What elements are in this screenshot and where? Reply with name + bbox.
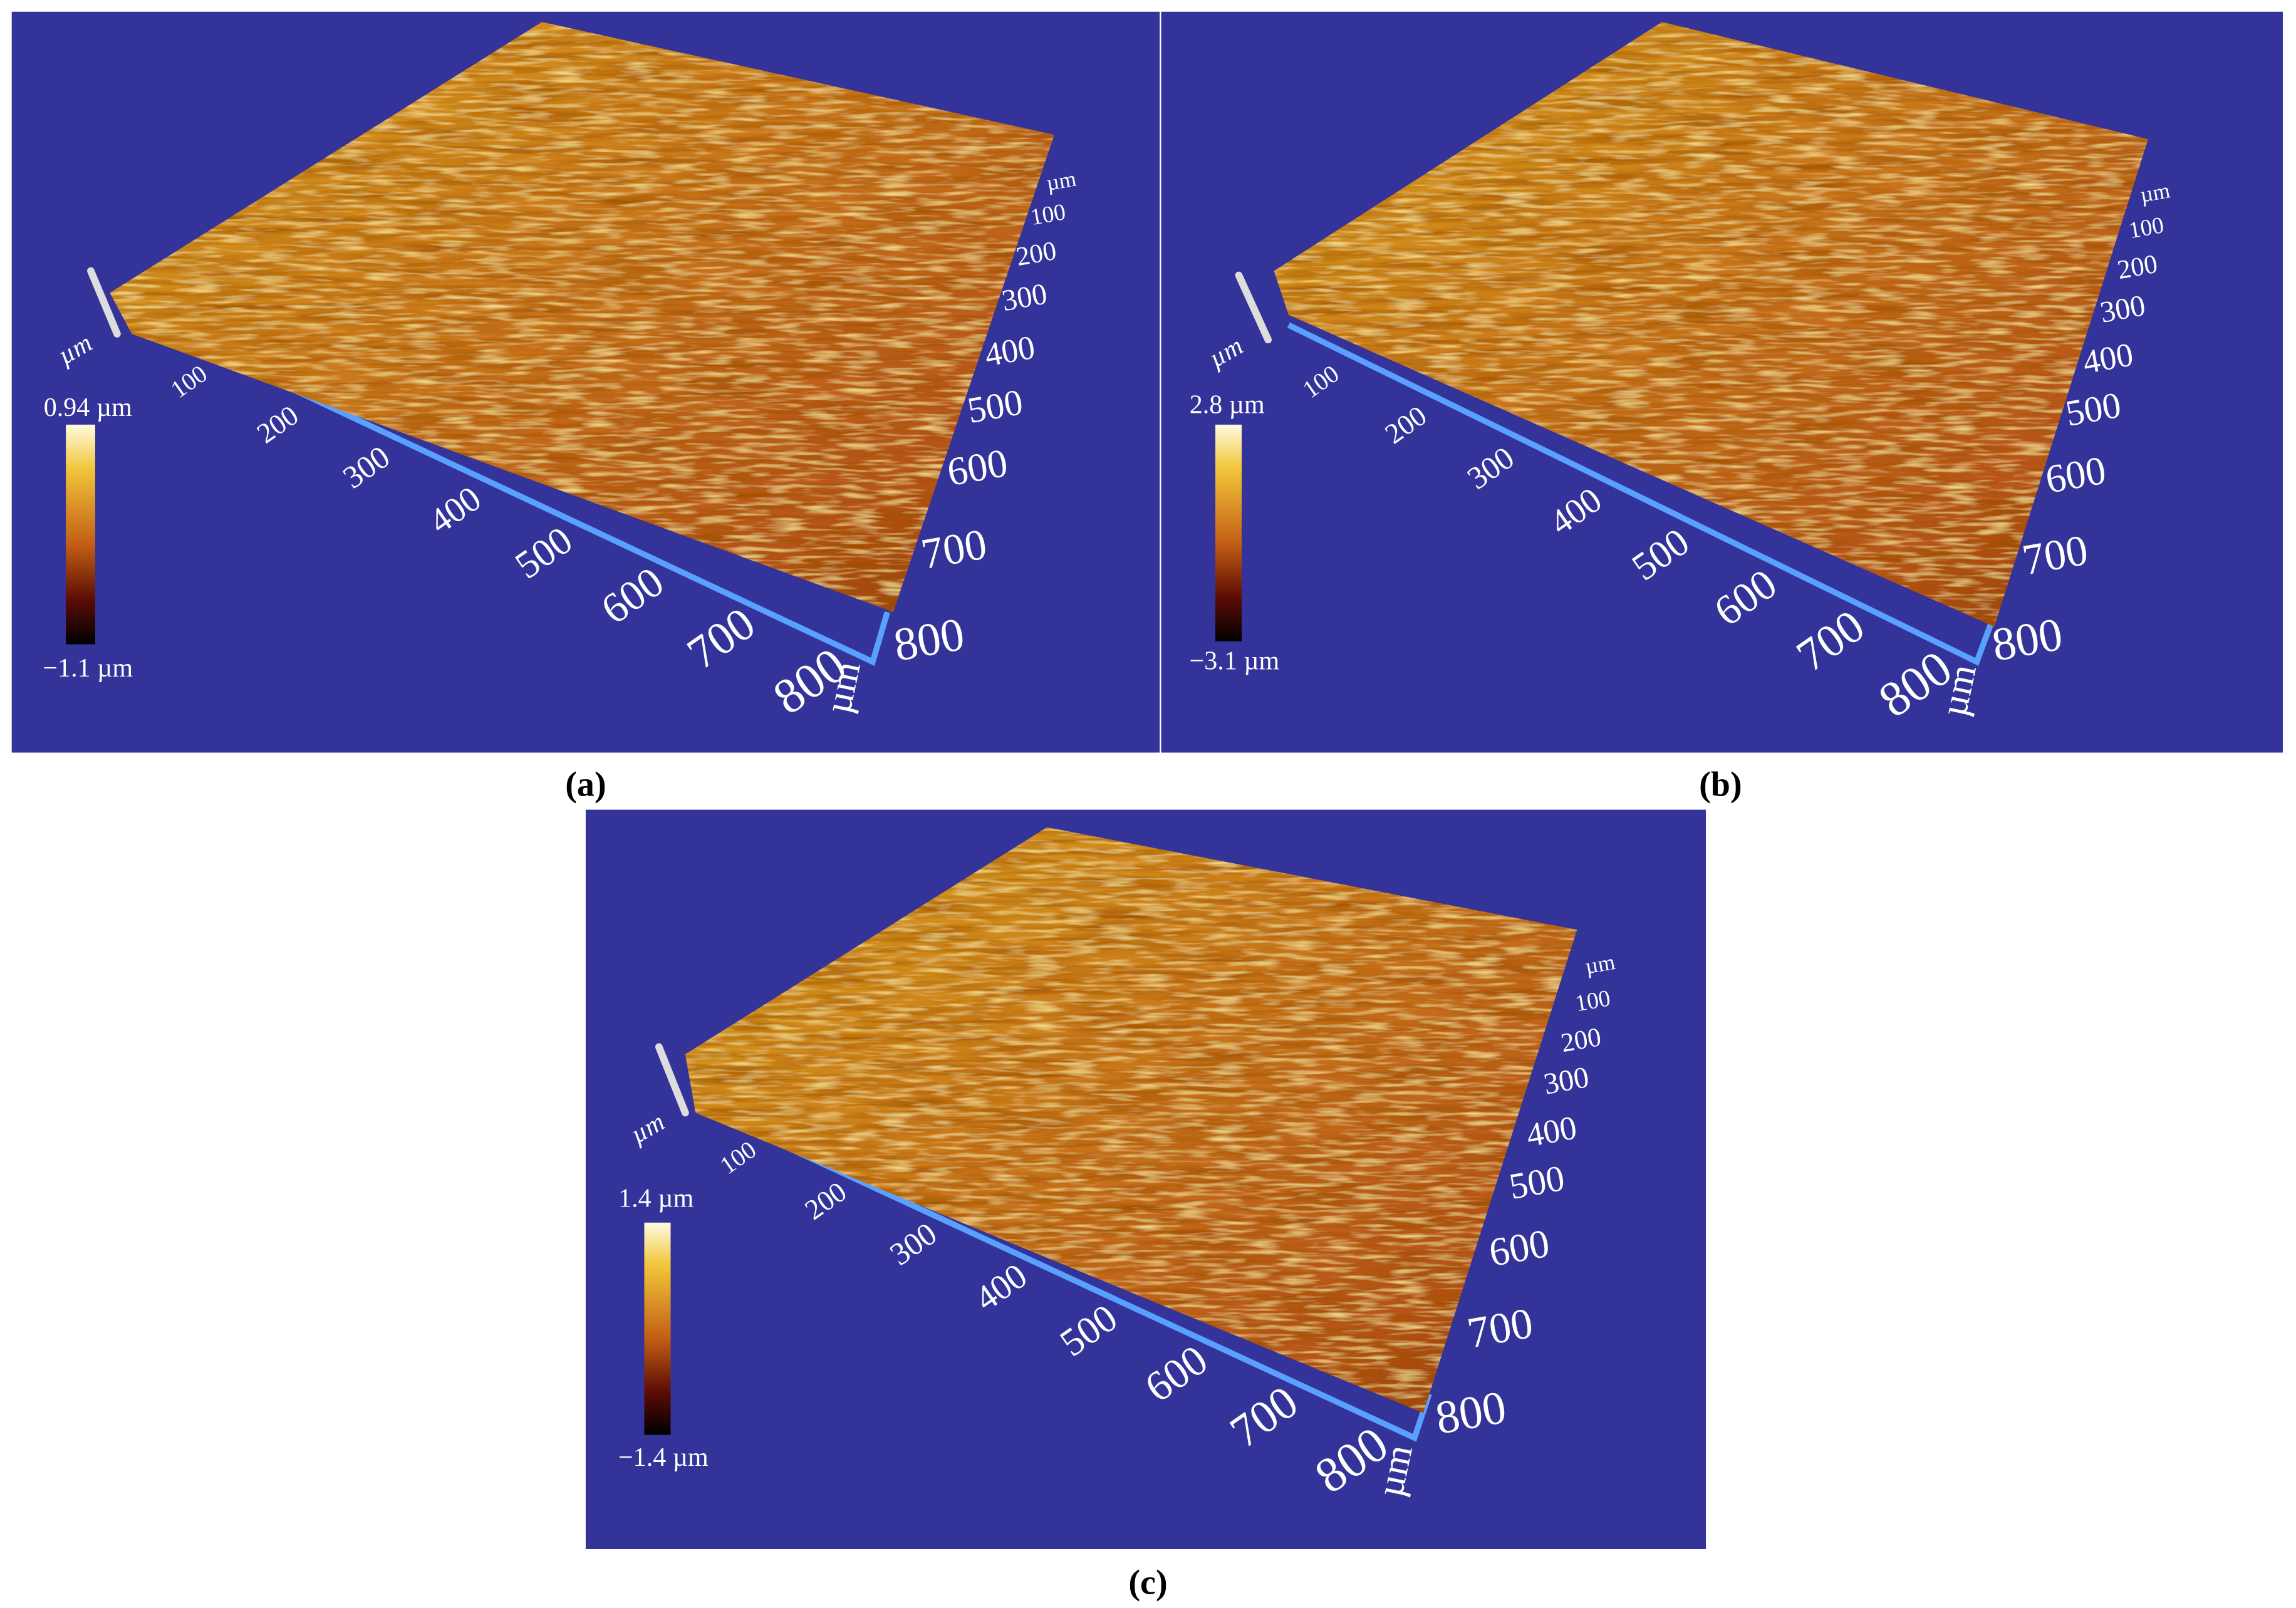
y-tick-label: 200 bbox=[1559, 1022, 1603, 1058]
colorbar bbox=[66, 424, 95, 645]
y-tick-label: 300 bbox=[999, 277, 1049, 318]
panel-label: (b) bbox=[1699, 765, 1742, 804]
probe bbox=[655, 1043, 689, 1117]
y-tick-label: 500 bbox=[1506, 1158, 1567, 1207]
colorbar-min: −3.1 µm bbox=[1190, 647, 1280, 676]
colorbar-max: 1.4 µm bbox=[618, 1184, 693, 1213]
y-unit: µm bbox=[2138, 178, 2172, 207]
y-tick-label: 100 bbox=[2127, 212, 2166, 244]
surface bbox=[685, 827, 1577, 1413]
y-tick-label: 400 bbox=[1524, 1108, 1579, 1154]
y-tick-label: 700 bbox=[1464, 1299, 1537, 1358]
panel: µm100200300400500600700800µmµm1002003004… bbox=[1161, 11, 2283, 804]
y-tick-label: 200 bbox=[2115, 249, 2159, 285]
y-tick-label: 700 bbox=[918, 520, 990, 579]
y-tick-label: 300 bbox=[1541, 1061, 1591, 1101]
axis-floor bbox=[1287, 322, 1995, 667]
y-tick-label: 800 bbox=[1988, 608, 2067, 672]
y-tick-label: 600 bbox=[1485, 1221, 1552, 1275]
x-unit: µm bbox=[1369, 1441, 1421, 1500]
y-unit: µm bbox=[1044, 166, 1078, 195]
panel-label: (a) bbox=[565, 765, 606, 804]
y-tick-label: 300 bbox=[2097, 289, 2148, 329]
y-tick-label: 600 bbox=[944, 440, 1011, 495]
y-unit: µm bbox=[1583, 950, 1617, 979]
colorbar-max: 0.94 µm bbox=[44, 393, 132, 422]
y-tick-label: 400 bbox=[982, 328, 1037, 374]
colorbar-min: −1.4 µm bbox=[618, 1443, 709, 1472]
panel: µm100200300400500600700800µmµm1002003004… bbox=[585, 809, 1706, 1602]
x-unit: µm bbox=[817, 658, 869, 717]
y-tick-label: 400 bbox=[2080, 335, 2136, 381]
y-tick-label: 100 bbox=[1573, 985, 1612, 1017]
probe bbox=[87, 267, 121, 338]
panel-label: (c) bbox=[1128, 1563, 1167, 1602]
x-unit: µm bbox=[1933, 661, 1985, 720]
y-tick-label: 800 bbox=[1431, 1381, 1510, 1445]
colorbar-max: 2.8 µm bbox=[1190, 390, 1265, 419]
y-tick-label: 800 bbox=[890, 608, 969, 672]
y-tick-label: 500 bbox=[964, 381, 1026, 431]
probe bbox=[1235, 271, 1272, 344]
colorbar-min: −1.1 µm bbox=[43, 654, 133, 683]
y-tick-label: 500 bbox=[2062, 385, 2124, 434]
colorbar bbox=[644, 1222, 671, 1435]
y-tick-label: 200 bbox=[1014, 236, 1059, 272]
surface bbox=[110, 22, 1054, 613]
y-tick-label: 100 bbox=[1029, 199, 1067, 231]
y-tick-label: 600 bbox=[2042, 447, 2109, 502]
surface bbox=[1274, 22, 2148, 627]
y-tick-label: 700 bbox=[2019, 526, 2092, 585]
axis-floor bbox=[142, 316, 890, 667]
colorbar bbox=[1215, 424, 1242, 641]
